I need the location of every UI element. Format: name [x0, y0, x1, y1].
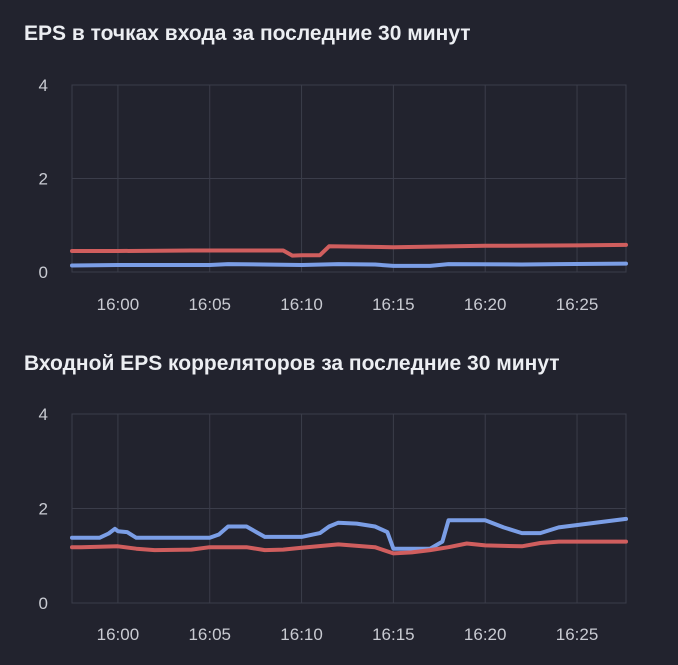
y-tick-label: 0 [39, 263, 48, 282]
x-tick-label: 16:25 [556, 625, 599, 644]
y-tick-label: 4 [39, 76, 48, 95]
x-tick-label: 16:15 [372, 625, 415, 644]
series-line-1 [70, 516, 628, 551]
series-line-2 [70, 261, 628, 268]
series-line-1 [70, 242, 628, 258]
y-tick-label: 4 [39, 405, 48, 424]
y-tick-label: 2 [39, 500, 48, 519]
x-tick-label: 16:20 [464, 295, 507, 314]
chart-panel-entry-points: EPS в точках входа за последние 30 минут… [0, 0, 678, 330]
series-line-2 [70, 539, 628, 556]
x-tick-label: 16:25 [556, 295, 599, 314]
chart-panel-correlators: Входной EPS корреляторов за последние 30… [0, 330, 678, 665]
chart-title: EPS в точках входа за последние 30 минут [24, 22, 471, 45]
x-tick-label: 16:05 [188, 295, 231, 314]
x-tick-label: 16:00 [97, 295, 140, 314]
x-tick-label: 16:10 [280, 295, 323, 314]
x-tick-label: 16:20 [464, 625, 507, 644]
line-chart-entry-points-eps: 0 2 4 16:00 16:05 16:10 16:15 16:20 16:25 [39, 76, 628, 314]
y-tick-label: 2 [39, 170, 48, 189]
line-chart-correlators-eps: 0 2 4 16:00 16:05 16:10 16:15 16:20 16:25 [39, 405, 628, 644]
x-tick-label: 16:15 [372, 295, 415, 314]
x-tick-label: 16:10 [280, 625, 323, 644]
y-tick-label: 0 [39, 594, 48, 613]
chart-title: Входной EPS корреляторов за последние 30… [24, 352, 560, 375]
x-tick-label: 16:00 [97, 625, 140, 644]
x-tick-label: 16:05 [188, 625, 231, 644]
